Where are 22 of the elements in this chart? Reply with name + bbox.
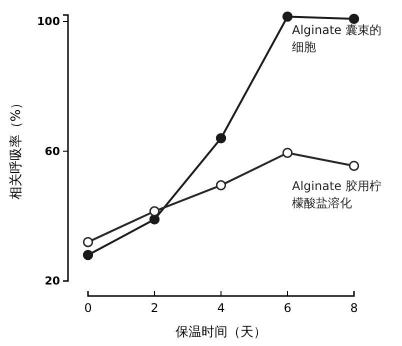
y-tick-label: 60 (44, 144, 60, 158)
x-tick-label: 0 (84, 301, 92, 315)
x-tick-label: 4 (217, 301, 225, 315)
point (149, 214, 160, 224)
y-tick-label: 100 (37, 15, 60, 28)
x-axis-title: 保温时间（天） (176, 325, 266, 340)
y-tick-label: 20 (44, 274, 60, 288)
point (216, 180, 226, 190)
point (282, 12, 293, 22)
x-tick-label: 2 (150, 301, 158, 315)
series-label: Alginate 胶用柠檬酸盐溶化 (292, 179, 382, 210)
point (216, 133, 226, 144)
point (348, 14, 360, 24)
y-axis-title: 相关呼吸率（%） (8, 96, 24, 200)
point (149, 206, 160, 216)
x-tick-label: 6 (284, 301, 292, 315)
series-label: Alginate 囊束的细胞 (292, 23, 382, 54)
x-tick-label: 8 (350, 301, 358, 315)
point (282, 148, 293, 158)
point (82, 250, 94, 260)
point (348, 160, 360, 171)
point (82, 236, 94, 248)
